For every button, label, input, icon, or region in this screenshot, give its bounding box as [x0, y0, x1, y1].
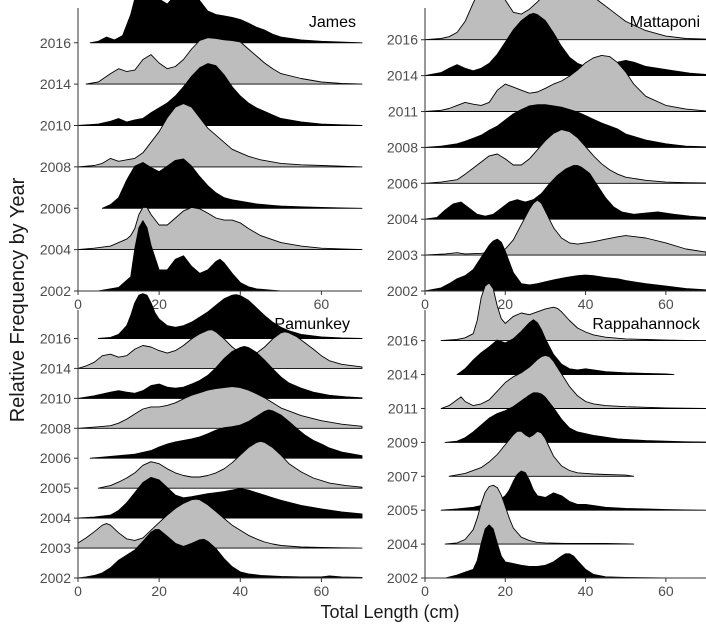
x-axis-label: Total Length (cm): [320, 602, 459, 622]
x-tick-label: 60: [658, 583, 674, 599]
ridge-2010: [77, 63, 363, 126]
x-tick-label: 20: [151, 296, 167, 312]
y-axis-label: Relative Frequency by Year: [7, 177, 29, 422]
x-tick-label: 60: [314, 583, 330, 599]
y-tick-label: 2007: [387, 468, 418, 484]
ridge-2008: [424, 104, 706, 148]
ridge-2004: [77, 206, 363, 251]
ridge-2010: [77, 345, 363, 399]
panel-title: James: [309, 14, 356, 31]
y-tick-label: 2004: [40, 242, 71, 258]
x-tick-label: 0: [421, 296, 429, 312]
ridge-2009: [444, 392, 706, 443]
y-tick-label: 2004: [387, 536, 418, 552]
ridge-2006: [101, 158, 363, 209]
ridge-2004: [444, 484, 635, 545]
y-tick-label: 2010: [40, 118, 71, 134]
y-tick-label: 2004: [40, 510, 71, 526]
ridge-2005: [97, 440, 363, 489]
y-tick-label: 2011: [388, 104, 418, 120]
ridge-2008: [77, 103, 363, 168]
panels: 2002 2004 2006 2008 2010 2014 2016 0 20 40 60 James…: [40, 0, 706, 599]
ridge-2002: [444, 524, 706, 579]
ridge-2007: [448, 430, 635, 477]
x-tick-label: 40: [578, 583, 594, 599]
y-tick-label: 2004: [387, 211, 418, 227]
ridge-2014: [424, 12, 706, 77]
y-tick-label: 2005: [387, 502, 418, 518]
ridge-2008: [77, 386, 363, 429]
ridge-2011: [440, 354, 706, 409]
x-tick-label: 0: [74, 583, 82, 599]
y-tick-label: 2011: [388, 400, 418, 416]
ridge-2016: [97, 293, 363, 339]
y-tick-label: 2008: [40, 420, 71, 436]
y-tick-label: 2003: [387, 247, 418, 263]
y-tick-label: 2014: [387, 367, 418, 383]
x-tick-label: 60: [314, 296, 330, 312]
y-tick-label: 2016: [40, 330, 71, 346]
ridge-2002: [424, 238, 706, 292]
ridge-2016: [424, 0, 706, 41]
panel-pamunkey: 2002 2003 2004 2005 2006 2008 2010 2014 2016 0 20 4…: [40, 293, 363, 599]
y-tick-label: 2002: [387, 283, 418, 299]
y-tick-label: 2008: [387, 139, 418, 155]
y-tick-label: 2014: [40, 360, 71, 376]
x-tick-label: 60: [658, 296, 674, 312]
x-tick-label: 20: [497, 583, 513, 599]
x-tick-label: 0: [421, 583, 429, 599]
y-tick-label: 2016: [387, 333, 418, 349]
ridge-2006: [424, 129, 706, 184]
y-tick-label: 2014: [387, 68, 418, 84]
ridge-2004: [77, 476, 363, 519]
x-tick-label: 20: [151, 583, 167, 599]
y-tick-label: 2006: [40, 200, 71, 216]
y-tick-label: 2014: [40, 76, 71, 92]
y-tick-label: 2003: [40, 540, 71, 556]
ridge-2002: [97, 220, 282, 292]
ridge-2014: [85, 37, 363, 85]
ridge-2014: [77, 329, 363, 369]
panel-rappahannock: 2002 2004 2005 2007 2009 2011 2014 2016 0 20 40 60 R…: [387, 282, 706, 599]
ridge-2004: [424, 165, 706, 220]
y-tick-label: 2002: [40, 570, 71, 586]
ridge-2011: [424, 54, 706, 112]
ridge-2006: [89, 409, 363, 459]
panel-title: Rappahannock: [592, 316, 701, 333]
y-tick-label: 2002: [40, 283, 71, 299]
x-tick-label: 40: [578, 296, 594, 312]
y-tick-label: 2005: [40, 480, 71, 496]
y-tick-label: 2008: [40, 159, 71, 175]
y-tick-label: 2006: [40, 450, 71, 466]
y-tick-label: 2006: [387, 175, 418, 191]
ridge-2016: [440, 282, 706, 342]
panel-james: 20022004200620082010201420160204060James: [40, 0, 363, 312]
panel-title: Pamunkey: [274, 316, 350, 333]
x-tick-label: 20: [497, 296, 513, 312]
y-tick-label: 2009: [387, 434, 418, 450]
x-tick-label: 40: [232, 583, 248, 599]
panel-title: Mattaponi: [630, 14, 700, 31]
ridge-2014: [456, 319, 675, 376]
ridge-2016: [89, 0, 363, 44]
y-tick-label: 2002: [387, 570, 418, 586]
x-tick-label: 0: [74, 296, 82, 312]
y-tick-label: 2010: [40, 390, 71, 406]
panel-mattaponi: 2002 2003 2004 2006 2008 2011 2014 2016 0 20 40 60 M…: [387, 0, 706, 312]
y-tick-label: 2016: [40, 35, 71, 51]
ridge-2002: [77, 529, 363, 579]
y-tick-label: 2016: [387, 32, 418, 48]
